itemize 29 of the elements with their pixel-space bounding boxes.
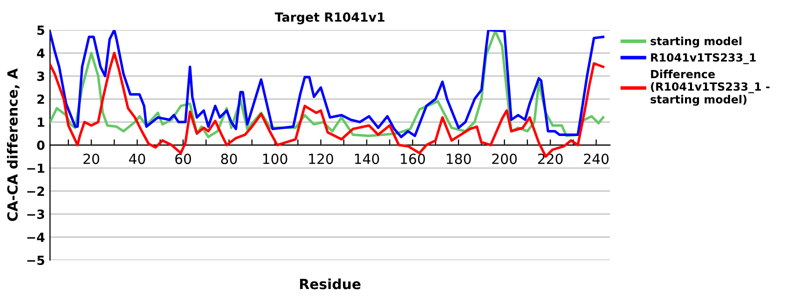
x-tick-label: 80 (221, 154, 237, 164)
y-tick-label: −2 (27, 186, 44, 196)
y-tick-label: 4 (37, 48, 45, 58)
x-tick-label: 100 (263, 154, 288, 164)
x-tick-label: 160 (400, 154, 425, 164)
y-tick-label: 1 (38, 118, 44, 127)
x-tick-label: 220 (538, 154, 563, 164)
x-tick-label: 180 (446, 154, 471, 164)
x-tick-label: 120 (309, 154, 334, 164)
x-tick-label: 40 (129, 154, 146, 164)
y-tick-label: −4 (27, 232, 45, 242)
chart-title: Target R1041v1 (274, 12, 384, 24)
y-tick-label: 0 (37, 140, 45, 150)
x-axis-title: Residue (300, 278, 361, 290)
y-tick-label: 3 (37, 71, 44, 81)
x-tick-label: 240 (584, 154, 609, 164)
y-tick-label: −1 (27, 164, 44, 173)
legend-label: Difference (R1041v1TS233_1 - starting model) (650, 70, 770, 106)
x-tick-label: 140 (354, 154, 380, 164)
legend-label: starting model (650, 36, 742, 48)
y-tick-label: 5 (37, 26, 44, 35)
x-tick-label: 200 (492, 154, 517, 164)
x-tick-label: 20 (83, 154, 100, 164)
y-axis-title: CA-CA difference, A (6, 68, 20, 222)
x-tick-label: 60 (175, 154, 192, 164)
legend-label: R1041v1TS233_1 (651, 53, 756, 64)
y-tick-label: 2 (37, 94, 44, 104)
y-tick-label: −3 (27, 210, 44, 220)
y-tick-label: −5 (27, 256, 44, 266)
